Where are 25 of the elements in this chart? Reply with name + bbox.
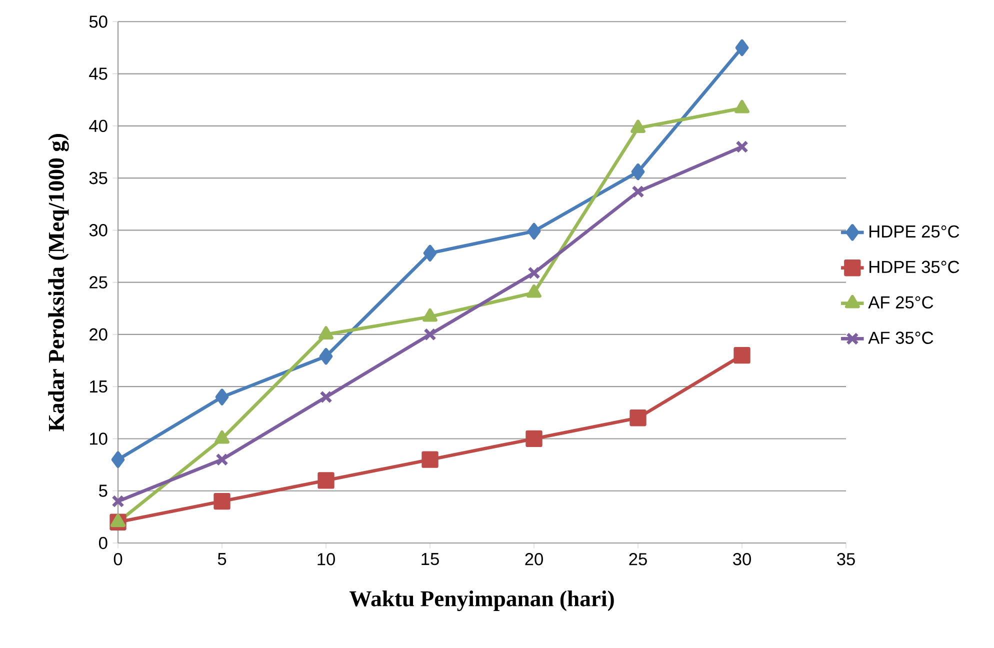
x-tick-label: 0: [114, 553, 122, 566]
y-tick-label: 15: [90, 380, 108, 393]
y-tick-label: 50: [89, 16, 108, 28]
x-tick-label: 30: [733, 553, 751, 566]
x-tick-label: 15: [422, 553, 439, 566]
legend-label: AF 35°C: [868, 332, 934, 344]
y-tick-label: 35: [89, 172, 108, 184]
y-tick-label: 45: [89, 68, 108, 80]
x-tick-label: 35: [837, 553, 855, 566]
x-tick-label: 5: [218, 553, 226, 566]
x-tick-label: 20: [525, 553, 543, 566]
legend-label: HDPE 25°C: [870, 225, 960, 238]
x-axis-title: Waktu Penyimpanan (hari): [349, 590, 614, 612]
legend-label: HDPE 35°C: [870, 260, 960, 274]
legend-label: AF 25°C: [868, 296, 934, 309]
y-tick-label: 5: [99, 484, 108, 497]
y-tick-label: 10: [90, 432, 108, 445]
y-tick-label: 20: [90, 328, 108, 341]
y-tick-label: 40: [89, 120, 108, 132]
y-tick-label: 30: [89, 224, 108, 236]
x-tick-label: 25: [629, 553, 647, 566]
y-tick-label: 0: [98, 536, 108, 550]
y-tick-label: 25: [90, 276, 108, 288]
x-tick-label: 10: [318, 553, 335, 566]
y-axis-title: Kadar Peroksida (Meq/1000 g): [48, 134, 69, 432]
